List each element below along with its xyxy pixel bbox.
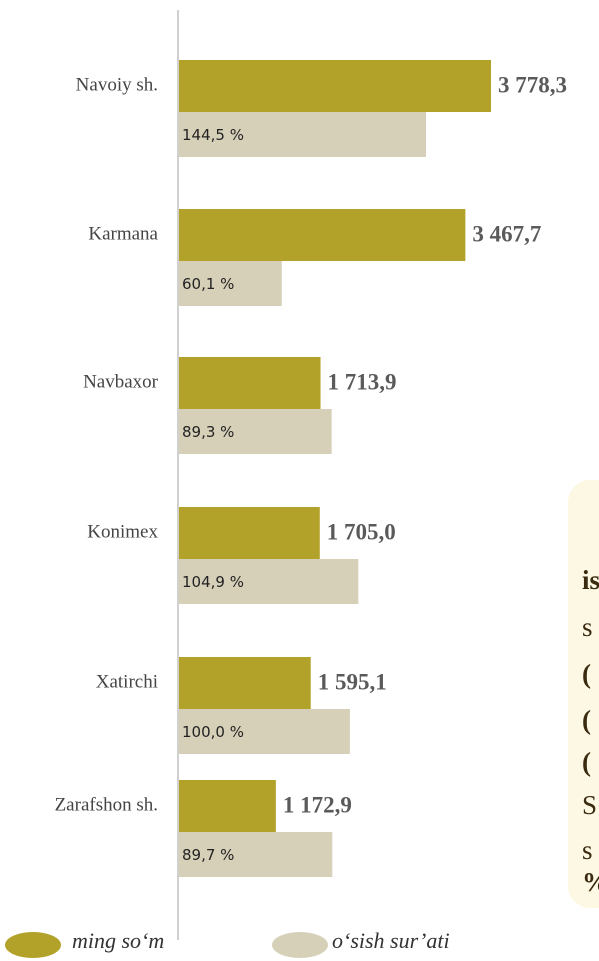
- growth-bar: [179, 559, 359, 604]
- value-label: 1 595,1: [318, 669, 387, 694]
- category-label: Karmana: [88, 223, 158, 244]
- growth-label: 100,0 %: [182, 723, 244, 741]
- growth-label: 60,1 %: [182, 275, 234, 293]
- value-label: 1 713,9: [328, 369, 397, 394]
- value-bar: [179, 657, 311, 709]
- legend-swatch: [272, 932, 328, 958]
- category-label: Navoiy sh.: [76, 74, 158, 95]
- value-label: 3 778,3: [498, 72, 567, 97]
- value-bar: [179, 209, 466, 261]
- growth-label: 144,5 %: [182, 126, 244, 144]
- legend-label: o‘sish sur’ati: [332, 928, 450, 953]
- category-label: Navbaxor: [83, 371, 159, 392]
- growth-bar: [179, 409, 332, 454]
- value-bar: [179, 507, 320, 559]
- note-text: s: [582, 612, 593, 642]
- note-text: S: [582, 790, 597, 820]
- value-label: 1 172,9: [283, 792, 352, 817]
- value-bar: [179, 357, 321, 409]
- category-label: Konimex: [87, 521, 158, 542]
- value-bar: [179, 60, 491, 112]
- note-box: [568, 480, 599, 908]
- category-label: Xatirchi: [96, 671, 158, 692]
- note-text: (: [582, 747, 591, 777]
- note-text: s: [582, 835, 593, 865]
- value-bar: [179, 780, 276, 832]
- growth-bar: [179, 261, 282, 306]
- growth-label: 89,3 %: [182, 423, 234, 441]
- legend-label: ming so‘m: [72, 928, 164, 953]
- growth-bar: [179, 832, 333, 877]
- value-label: 1 705,0: [327, 519, 396, 544]
- note-text: is: [582, 565, 599, 595]
- note-text: (: [582, 659, 591, 689]
- growth-label: 104,9 %: [182, 573, 244, 591]
- value-label: 3 467,7: [472, 221, 541, 246]
- growth-label: 89,7 %: [182, 846, 234, 864]
- legend-swatch: [5, 932, 61, 958]
- category-label: Zarafshon sh.: [55, 794, 158, 815]
- growth-bar: [179, 709, 350, 754]
- note-text: %: [582, 867, 599, 897]
- growth-bar: [179, 112, 426, 157]
- note-text: (: [582, 705, 591, 735]
